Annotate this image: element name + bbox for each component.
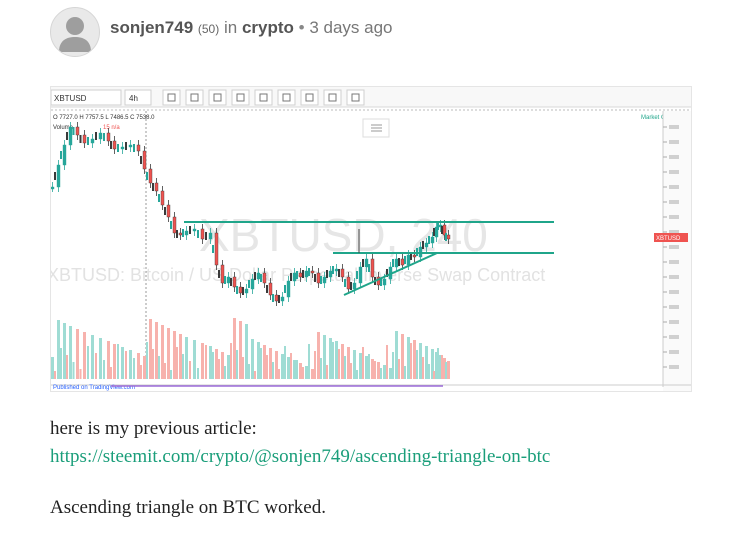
templates-icon[interactable] <box>254 89 273 106</box>
article-intro: here is my previous article: <box>50 418 257 439</box>
candles <box>51 122 451 306</box>
post-meta: sonjen749 (50) in crypto • 3 days ago <box>110 18 393 38</box>
chart-image[interactable]: XBTUSD 4h O 7727.0 H 7757.5 L 7486.5 C 7… <box>50 86 692 392</box>
chart-footer: Published on TradingView.com <box>53 385 135 391</box>
meta-separator: • <box>298 18 305 37</box>
settings-icon[interactable] <box>231 89 250 106</box>
symbol-label: XBTUSD <box>54 94 87 103</box>
symbol-box[interactable] <box>51 89 122 106</box>
user-icon <box>59 17 91 52</box>
post-time[interactable]: 3 days ago <box>309 18 393 37</box>
redo-icon[interactable] <box>323 89 342 106</box>
interval-label: 4h <box>129 94 138 103</box>
category-link[interactable]: crypto <box>241 18 294 37</box>
volume-value: 15 n/a <box>103 125 120 131</box>
tradingview-chart: XBTUSD 4h O 7727.0 H 7757.5 L 7486.5 C 7… <box>51 87 691 391</box>
price-tag-label: XBTUSD <box>656 236 681 242</box>
undo-icon[interactable] <box>300 89 319 106</box>
price-tag <box>654 233 688 242</box>
market-status: Market Open <box>641 115 676 121</box>
author-link[interactable]: sonjen749 <box>110 18 194 37</box>
fullscreen-icon[interactable] <box>346 89 365 106</box>
ohlc-readout: O 7727.0 H 7757.5 L 7486.5 C 7538.0 <box>53 115 155 121</box>
previous-article-link[interactable]: https://steemit.com/crypto/@sonjen749/as… <box>50 446 551 467</box>
compare-icon[interactable] <box>185 89 204 106</box>
chart-watermark-sub: XBTUSD: Bitcoin / US Dollar Perpetual In… <box>51 265 545 285</box>
article-conclusion: Ascending triangle on BTC worked. <box>50 497 326 518</box>
indicators-icon[interactable] <box>208 89 227 106</box>
interval-button[interactable] <box>124 89 152 106</box>
candle-style-icon[interactable] <box>162 89 181 106</box>
in-label: in <box>223 18 238 37</box>
alert-icon[interactable] <box>277 89 296 106</box>
avatar[interactable] <box>50 7 100 57</box>
volume-label: Volume <box>53 125 74 131</box>
author-reputation: (50) <box>197 22 220 36</box>
ascending-support-line <box>343 252 438 296</box>
volume-bars <box>51 318 450 379</box>
